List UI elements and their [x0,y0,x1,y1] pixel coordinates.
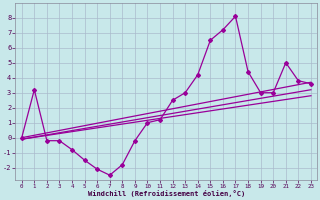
X-axis label: Windchill (Refroidissement éolien,°C): Windchill (Refroidissement éolien,°C) [88,190,245,197]
